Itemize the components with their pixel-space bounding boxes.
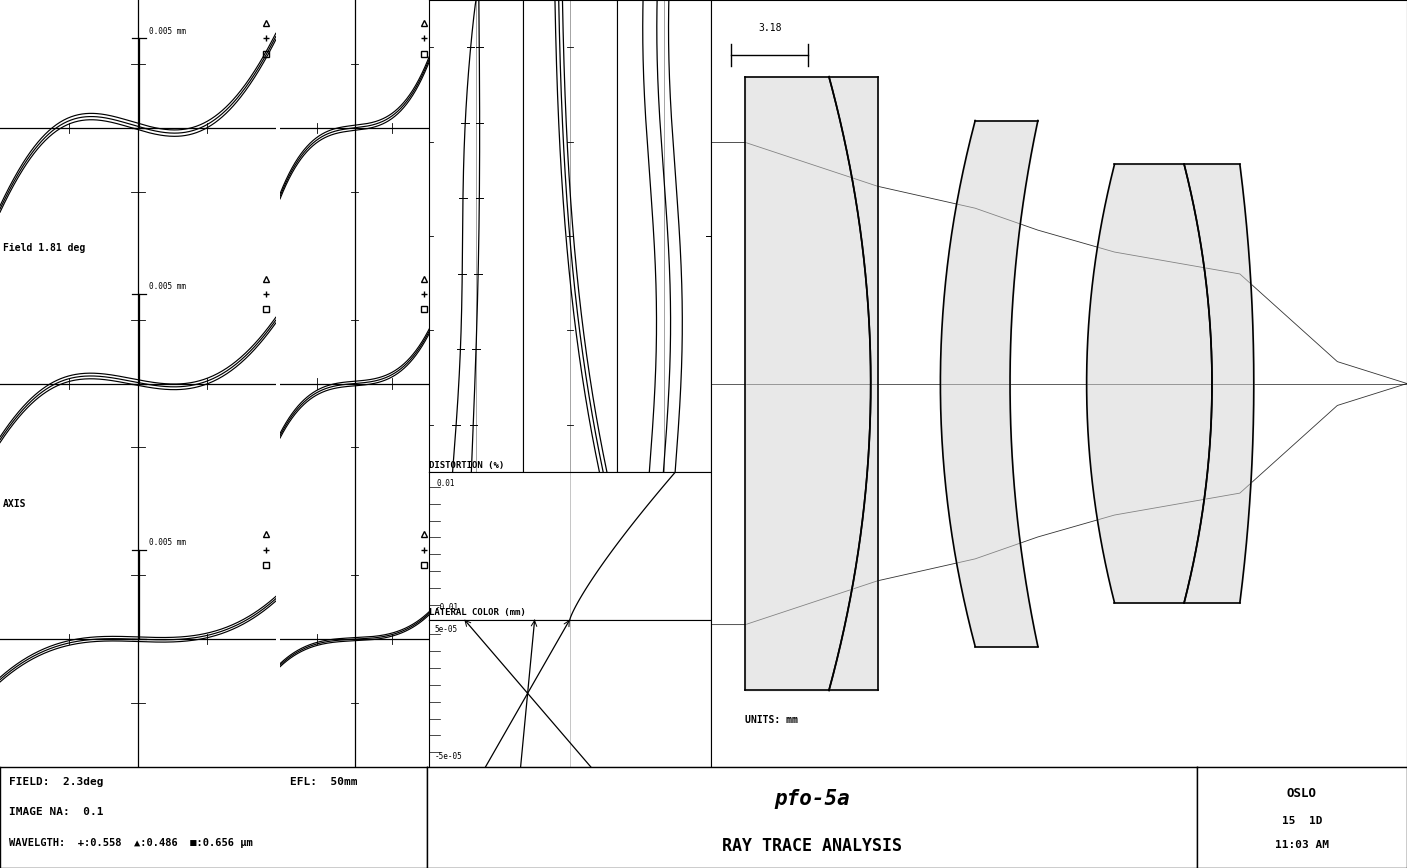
Text: 5e-05: 5e-05 bbox=[435, 626, 457, 635]
Text: AXIS: AXIS bbox=[3, 499, 27, 509]
Text: 0.5: 0.5 bbox=[712, 463, 726, 472]
Text: -0.02: -0.02 bbox=[619, 491, 642, 500]
Text: 15  1D: 15 1D bbox=[1282, 816, 1323, 825]
Text: -0.01: -0.01 bbox=[436, 603, 459, 612]
Text: 0.7: 0.7 bbox=[712, 0, 726, 9]
Text: 0.01: 0.01 bbox=[436, 479, 454, 489]
Text: DISTORTION (%): DISTORTION (%) bbox=[429, 461, 504, 470]
Text: 3.18: 3.18 bbox=[758, 23, 781, 33]
Text: UNITS: mm: UNITS: mm bbox=[746, 715, 798, 726]
Text: IMAGE NA:  0.1: IMAGE NA: 0.1 bbox=[8, 807, 103, 818]
Text: 0.6: 0.6 bbox=[712, 232, 726, 240]
Text: -0.05: -0.05 bbox=[431, 491, 454, 500]
Text: -5e-05: -5e-05 bbox=[435, 753, 463, 761]
Text: FIELD:  2.3deg: FIELD: 2.3deg bbox=[8, 777, 103, 787]
Text: 0.005 mm: 0.005 mm bbox=[149, 27, 186, 36]
Text: RAY TRACE ANALYSIS: RAY TRACE ANALYSIS bbox=[722, 837, 902, 855]
Text: 0.02: 0.02 bbox=[691, 491, 709, 500]
Text: 0.05: 0.05 bbox=[502, 491, 521, 500]
Text: LATERAL COLOR (mm): LATERAL COLOR (mm) bbox=[429, 608, 526, 617]
Text: 0.005 mm: 0.005 mm bbox=[149, 538, 186, 547]
Text: WAVELGTH:  +:0.558  ▲:0.486  ■:0.656 µm: WAVELGTH: +:0.558 ▲:0.486 ■:0.656 µm bbox=[8, 838, 252, 848]
Text: 0.005 mm: 0.005 mm bbox=[149, 282, 186, 292]
Text: pfo-5a: pfo-5a bbox=[774, 789, 850, 809]
Text: 11:03 AM: 11:03 AM bbox=[1275, 839, 1330, 850]
Text: -0.05: -0.05 bbox=[525, 491, 547, 500]
Text: 0.05: 0.05 bbox=[597, 491, 615, 500]
Text: OSLO: OSLO bbox=[1287, 787, 1317, 800]
Text: Field 1.81 deg: Field 1.81 deg bbox=[3, 243, 84, 253]
Text: EFL:  50mm: EFL: 50mm bbox=[290, 777, 357, 787]
